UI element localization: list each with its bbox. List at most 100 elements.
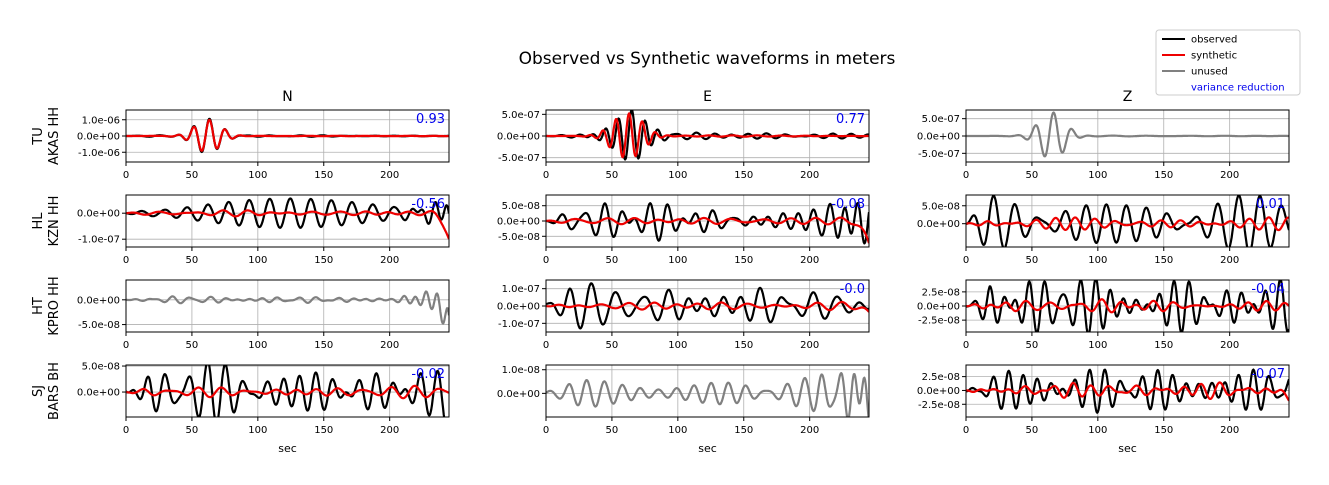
waveforms xyxy=(966,111,1289,158)
legend-label: unused xyxy=(1191,67,1228,78)
y-tick-label: 0.0e+00 xyxy=(497,132,540,143)
y-tick-label: 0.0e+00 xyxy=(497,389,540,400)
network-label: TU xyxy=(31,127,46,145)
x-tick-label: 50 xyxy=(186,170,199,181)
x-tick-label: 0 xyxy=(543,340,549,351)
x-tick-label: 200 xyxy=(1220,255,1239,266)
y-tick-label: 5.0e-07 xyxy=(502,110,540,121)
y-tick-label: 0.0e+00 xyxy=(77,209,120,220)
y-tick-label: 5.0e-08 xyxy=(82,362,120,373)
x-tick-label: 0 xyxy=(123,340,129,351)
panel-akas-hh-e: E 0 50 100 150 200 5.0e-07 0.0e+00 -5.0e-07 0.77 xyxy=(497,89,870,181)
x-tick-label: 150 xyxy=(314,340,333,351)
y-tick-label: 0.0e+00 xyxy=(497,302,540,313)
observed-trace xyxy=(546,201,869,245)
x-tick-label: 150 xyxy=(734,255,753,266)
y-tick-label: 0.0e+00 xyxy=(77,132,120,143)
variance-reduction-value: 0.77 xyxy=(836,112,865,127)
x-tick-label: 0 xyxy=(543,170,549,181)
row-label-bars-bh: SJ BARS BH xyxy=(31,362,62,420)
y-tick-label: 0.0e+00 xyxy=(77,295,120,306)
x-tick-label: 100 xyxy=(1088,340,1107,351)
x-tick-label: 150 xyxy=(1154,255,1173,266)
variance-reduction-value: 0.01 xyxy=(1256,197,1285,212)
x-tick-label: 200 xyxy=(800,340,819,351)
x-tick-label: 200 xyxy=(380,425,399,436)
synthetic-trace xyxy=(966,381,1289,402)
x-tick-label: 150 xyxy=(734,170,753,181)
synthetic-trace xyxy=(966,216,1289,232)
x-tick-label: 150 xyxy=(1154,170,1173,181)
station-label: KPRO HH xyxy=(47,276,62,335)
y-tick-label: 0.0e+00 xyxy=(917,219,960,230)
x-tick-label: 50 xyxy=(606,255,619,266)
panel-kzn-hh-e: 0 50 100 150 200 5.0e-08 0.0e+00 -5.0e-08 -0.08 xyxy=(497,194,870,266)
y-tick-label: 0.0e+00 xyxy=(77,388,120,399)
x-tick-label: 0 xyxy=(963,425,969,436)
row-label-kpro-hh: HT KPRO HH xyxy=(31,276,62,335)
x-tick-label: 100 xyxy=(668,170,687,181)
variance-reduction-value: -0.56 xyxy=(411,197,445,212)
x-tick-label: 50 xyxy=(186,340,199,351)
panel-frame xyxy=(545,364,870,418)
x-tick-label: 100 xyxy=(248,425,267,436)
panel-akas-hh-n: N 0 50 100 150 200 1.0e-06 0.0e+00 -1.0e-06 0.93 xyxy=(77,89,450,181)
figure-title: Observed vs Synthetic waveforms in meter… xyxy=(519,49,896,69)
x-tick-label: 100 xyxy=(248,255,267,266)
synthetic-trace xyxy=(546,112,869,159)
x-tick-label: 150 xyxy=(1154,425,1173,436)
synthetic-trace xyxy=(126,118,449,152)
x-tick-label: 100 xyxy=(248,340,267,351)
x-tick-label: 150 xyxy=(734,340,753,351)
y-tick-label: 1.0e-07 xyxy=(502,284,540,295)
y-tick-label: 0.0e+00 xyxy=(497,217,540,228)
x-tick-label: 50 xyxy=(186,425,199,436)
synthetic-trace xyxy=(966,298,1289,314)
variance-reduction-value: -0.04 xyxy=(1251,282,1285,297)
x-tick-label: 50 xyxy=(606,340,619,351)
unused-trace xyxy=(546,372,869,417)
panel-kzn-hh-n: 0 50 100 150 200 0.0e+00 -1.0e-07 -0.56 xyxy=(77,194,450,266)
variance-reduction-value: -0.0 xyxy=(840,282,865,297)
waveforms xyxy=(126,197,449,240)
panel-frame xyxy=(125,364,450,418)
y-tick-label: -2.5e-08 xyxy=(918,316,960,327)
unused-trace xyxy=(966,111,1289,158)
x-tick-label: 50 xyxy=(1026,255,1039,266)
x-tick-label: 100 xyxy=(248,170,267,181)
legend-entry-observed: observed xyxy=(1162,35,1237,46)
panel-bars-bh-z: 0 50 100 150 200 2.5e-08 0.0e+00 -2.5e-08 -0.07 s… xyxy=(917,364,1290,455)
row-label-akas-hh: TU AKAS HH xyxy=(31,107,62,165)
waveforms xyxy=(966,280,1289,332)
network-label: HL xyxy=(31,212,46,230)
y-tick-label: 2.5e-08 xyxy=(922,372,960,383)
observed-trace xyxy=(546,110,869,161)
column-title: N xyxy=(282,89,292,105)
y-tick-label: -1.0e-07 xyxy=(78,235,120,246)
observed-trace xyxy=(126,197,449,229)
x-axis-label: sec xyxy=(278,442,297,455)
y-tick-label: 2.5e-08 xyxy=(922,287,960,298)
x-tick-label: 50 xyxy=(1026,170,1039,181)
x-tick-label: 150 xyxy=(734,425,753,436)
y-tick-label: 1.0e-08 xyxy=(502,365,540,376)
observed-trace xyxy=(126,365,446,417)
column-title: E xyxy=(703,89,712,105)
synthetic-trace xyxy=(546,300,869,313)
x-tick-label: 100 xyxy=(1088,255,1107,266)
y-tick-label: -5.0e-08 xyxy=(78,320,120,331)
x-tick-label: 200 xyxy=(1220,170,1239,181)
x-tick-label: 100 xyxy=(668,340,687,351)
x-tick-label: 50 xyxy=(1026,340,1039,351)
panel-frame xyxy=(965,194,1290,248)
waveforms xyxy=(546,201,869,245)
x-tick-label: 150 xyxy=(314,255,333,266)
x-tick-label: 200 xyxy=(380,340,399,351)
y-tick-label: -2.5e-08 xyxy=(918,400,960,411)
legend-label: synthetic xyxy=(1191,51,1237,62)
waveforms xyxy=(546,110,869,161)
x-tick-label: 200 xyxy=(1220,425,1239,436)
observed-trace xyxy=(546,282,869,330)
observed-trace xyxy=(966,195,1289,247)
y-tick-label: 0.0e+00 xyxy=(917,132,960,143)
